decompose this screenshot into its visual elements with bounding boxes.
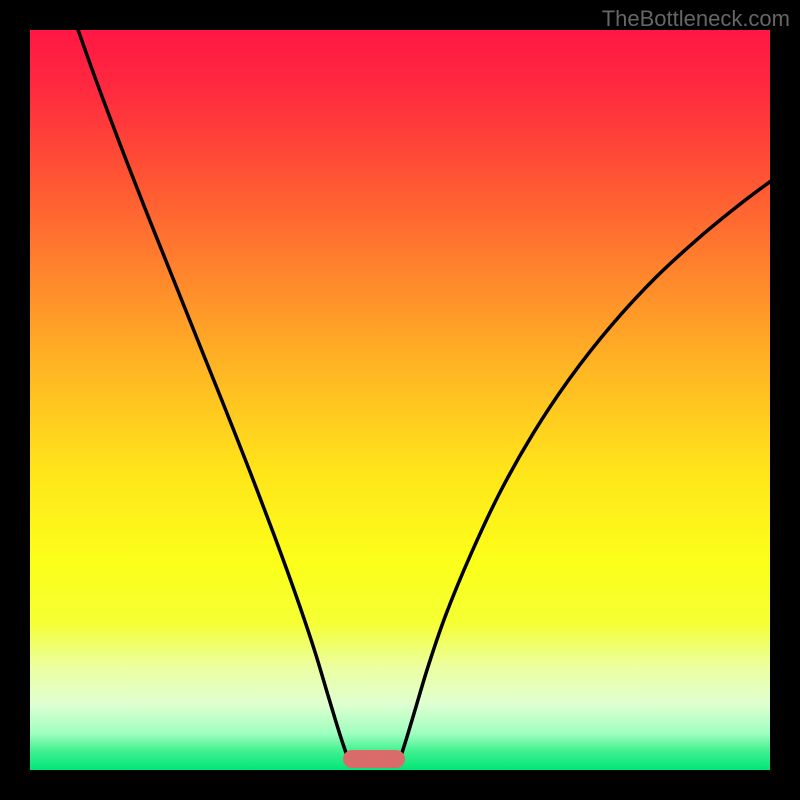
- curve-left: [78, 30, 348, 759]
- curve-right: [400, 182, 770, 759]
- bottleneck-curves: [30, 30, 770, 770]
- plot-area: [30, 30, 770, 770]
- optimal-marker: [343, 750, 405, 768]
- watermark-text: TheBottleneck.com: [602, 6, 790, 32]
